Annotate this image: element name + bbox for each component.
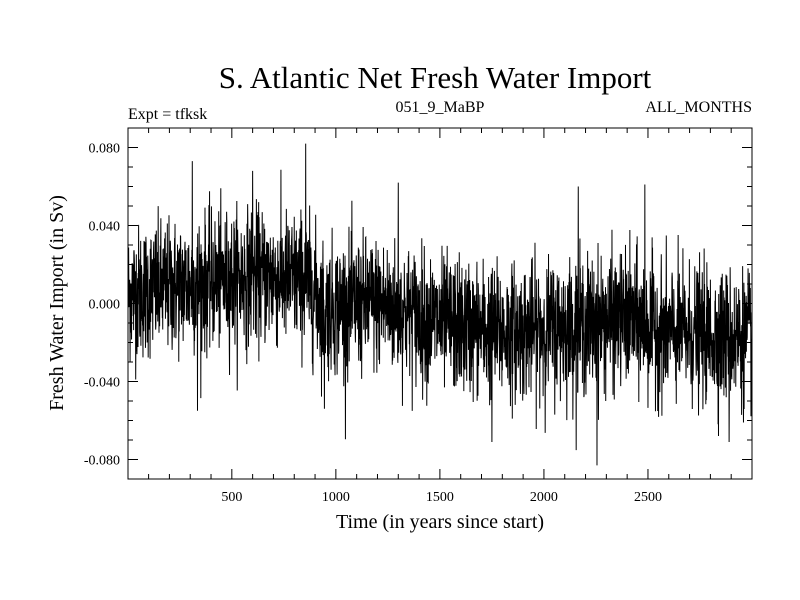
y-tick-label: -0.040 xyxy=(84,376,120,391)
y-axis-label: Fresh Water Import (in Sv) xyxy=(46,195,68,411)
y-tick-label: 0.040 xyxy=(89,220,121,235)
months-label: ALL_MONTHS xyxy=(645,99,752,116)
x-tick-label: 500 xyxy=(221,490,242,505)
chart-title: S. Atlantic Net Fresh Water Import xyxy=(219,60,652,95)
series-line-fresh-water-import xyxy=(127,143,753,466)
x-axis-label: Time (in years since start) xyxy=(336,511,544,533)
x-tick-label: 1000 xyxy=(322,490,350,505)
data-series xyxy=(127,143,753,466)
axis-ticks: 500 1000 1500 2000 2500 0.080 0.040 0.000 -0.040… xyxy=(84,128,752,505)
plot-frame xyxy=(127,127,753,480)
experiment-label: Expt = tfksk xyxy=(128,106,207,123)
y-tick-label: -0.080 xyxy=(84,454,120,469)
run-label: 051_9_MaBP xyxy=(396,99,485,116)
x-tick-label: 2500 xyxy=(634,490,662,505)
y-tick-label: 0.080 xyxy=(89,142,121,157)
y-tick-label: 0.000 xyxy=(89,298,121,313)
x-tick-label: 1500 xyxy=(426,490,454,505)
x-tick-label: 2000 xyxy=(530,490,558,505)
